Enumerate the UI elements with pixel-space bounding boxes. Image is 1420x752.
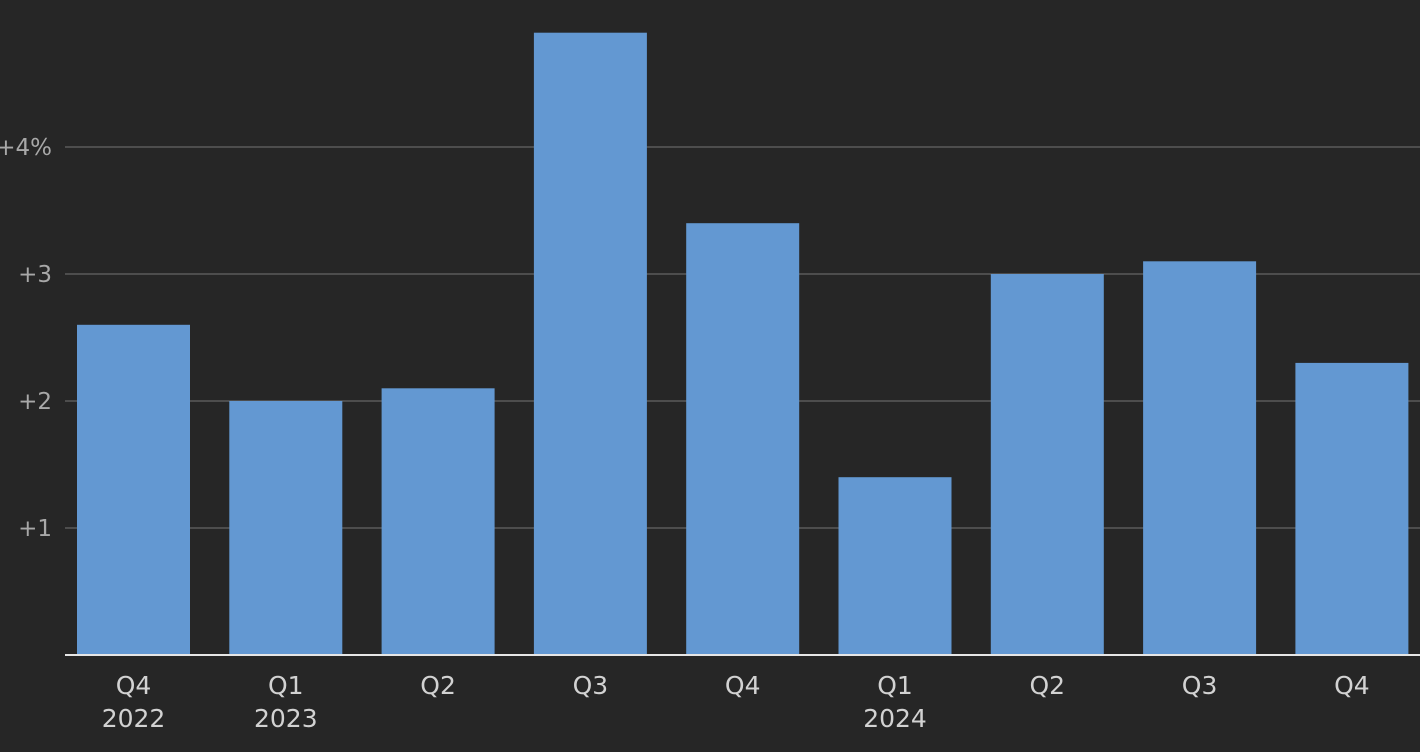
bar [229, 401, 343, 655]
bar [1295, 362, 1409, 655]
bar [77, 324, 190, 655]
x-tick-label-quarter: Q4 [116, 671, 152, 700]
x-tick-label-year: 2024 [863, 704, 927, 733]
x-tick-label-quarter: Q2 [420, 671, 456, 700]
bar [381, 388, 495, 655]
bars [77, 32, 1409, 655]
x-axis-ticks: Q4 2022 Q1 2023 Q2 Q3 Q4 Q1 2024 Q2 Q3 Q4 [102, 671, 1370, 733]
x-tick-label-year: 2022 [102, 704, 166, 733]
x-tick-label-quarter: Q3 [573, 671, 609, 700]
bar [838, 477, 952, 655]
bar [686, 223, 800, 655]
x-tick-label-quarter: Q4 [1334, 671, 1370, 700]
x-tick-label-year: 2023 [254, 704, 318, 733]
bar [990, 274, 1104, 655]
x-tick-label-quarter: Q2 [1030, 671, 1066, 700]
y-tick-label: +3 [18, 262, 52, 288]
x-tick-label-quarter: Q4 [725, 671, 761, 700]
y-tick-label: +1 [18, 516, 52, 542]
x-tick-label-quarter: Q1 [877, 671, 913, 700]
y-tick-label: +2 [18, 389, 52, 415]
x-tick-label-quarter: Q3 [1182, 671, 1218, 700]
bar [533, 32, 647, 655]
y-axis-ticks: +1 +2 +3 +4% [0, 135, 52, 542]
bar [1143, 261, 1257, 655]
y-tick-label: +4% [0, 135, 52, 161]
x-tick-label-quarter: Q1 [268, 671, 304, 700]
